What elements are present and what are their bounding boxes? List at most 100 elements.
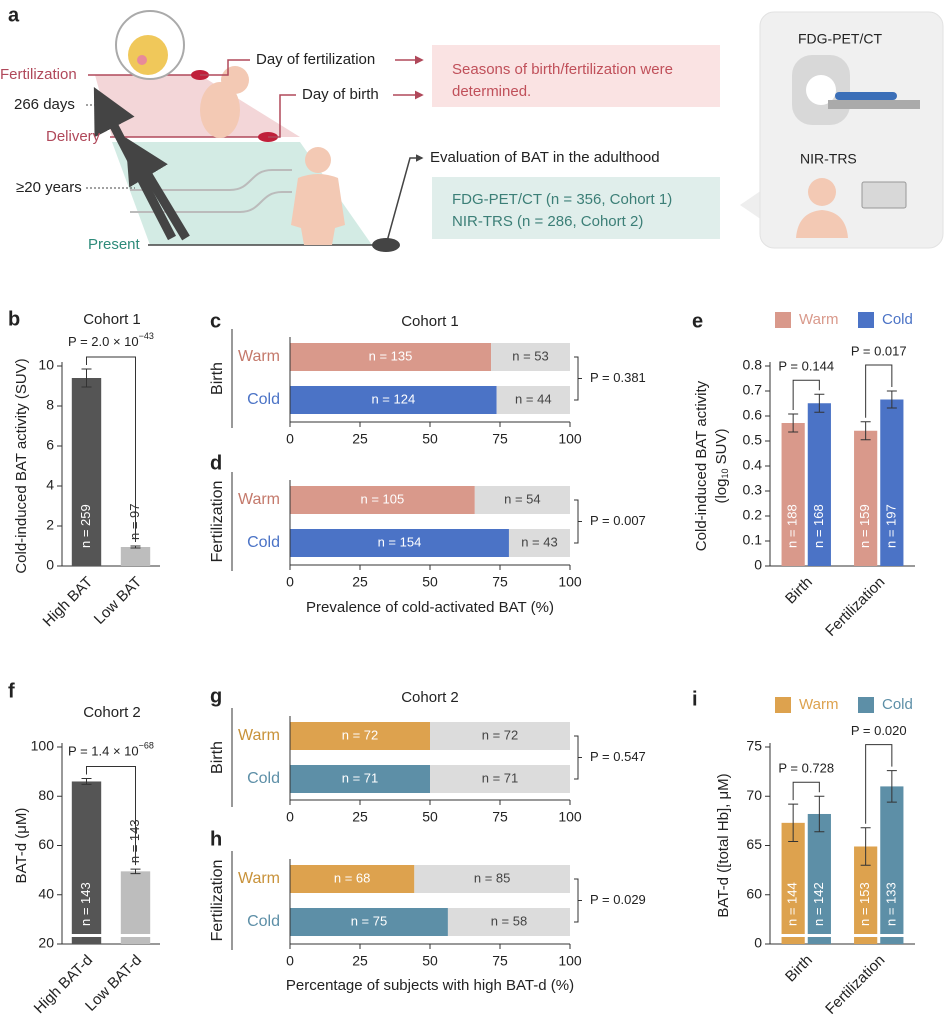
panel-letter: g	[210, 685, 222, 707]
x-tick-label: 25	[352, 953, 368, 969]
annotation-text: (log	[713, 479, 730, 504]
category-label: Warm	[238, 348, 280, 365]
y-axis-label: Cold-induced BAT activity (SUV)	[13, 358, 30, 573]
scanner-hole	[806, 75, 836, 105]
legend-swatch	[775, 312, 791, 328]
p-bracket	[574, 356, 582, 401]
group-label: Fertilization	[209, 481, 226, 563]
bar-segment	[290, 386, 497, 414]
y-tick-label: 8	[46, 397, 54, 413]
bar-segment	[474, 486, 570, 514]
axis-break	[879, 934, 905, 937]
bar	[71, 378, 102, 566]
x-tick-label: Low BAT	[91, 574, 145, 628]
y-tick-label: 60	[746, 885, 762, 901]
p-label: P = 0.547	[590, 749, 646, 764]
x-tick-label: 100	[558, 574, 582, 590]
chart-title: Cohort 2	[83, 704, 141, 721]
bar	[807, 403, 831, 566]
method-label: NIR-TRS	[800, 151, 857, 167]
category-label: Cold	[247, 770, 280, 787]
p-bracket	[865, 364, 893, 418]
p-label: P = 0.728	[778, 761, 834, 776]
n-label: n = 153	[857, 882, 872, 926]
label: Present	[88, 236, 141, 253]
x-tick-label: 50	[422, 431, 438, 447]
n-label: n = 44	[515, 391, 552, 406]
error-bar	[860, 421, 871, 441]
bar-segment	[290, 865, 415, 893]
bar-segment	[491, 343, 570, 371]
n-label: n = 71	[482, 770, 519, 785]
n-label: n = 85	[474, 870, 511, 885]
category-label: Cold	[247, 534, 280, 551]
box-text: Seasons of birth/fertilization were	[452, 61, 673, 78]
bar	[807, 813, 831, 944]
axis-break	[806, 934, 832, 937]
bar	[120, 547, 151, 566]
y-axis-label: Cold-induced BAT activity	[693, 380, 710, 551]
legend-swatch	[858, 697, 874, 713]
n-label: n = 144	[785, 882, 800, 926]
annotation-text: P = 1.4 × 10	[68, 744, 139, 759]
panel-letter: f	[8, 680, 15, 702]
y-tick-label: 2	[46, 517, 54, 533]
y-tick-label: 0.4	[743, 457, 763, 473]
bar-segment	[290, 529, 509, 557]
n-label: n = 133	[883, 882, 898, 926]
label: ≥20 years	[16, 179, 82, 196]
n-label: n = 142	[811, 882, 826, 926]
y-tick-label: 0	[754, 557, 762, 573]
label: Day of birth	[302, 86, 379, 103]
y-tick-label: 0.2	[743, 507, 763, 523]
box-text: FDG-PET/CT (n = 356, Cohort 1)	[452, 191, 672, 208]
panel-a: a Fertilization 266 days Delivery ≥20 ye…	[0, 4, 944, 253]
connector	[200, 59, 250, 76]
n-label: n = 68	[334, 870, 371, 885]
bar-segment	[496, 386, 570, 414]
y-tick-label: 0.5	[743, 432, 763, 448]
bar-segment	[290, 765, 430, 793]
p-label: P = 0.029	[590, 892, 646, 907]
n-label: n = 58	[491, 913, 528, 928]
p-label: P = 0.007	[590, 513, 646, 528]
y-tick-label: 10	[38, 357, 54, 373]
n-label: n = 53	[512, 348, 549, 363]
n-label: n = 168	[811, 504, 826, 548]
bar	[71, 781, 102, 944]
x-tick-label: Fertilization	[822, 952, 888, 1018]
n-label: n = 75	[351, 913, 388, 928]
p-label: P = 0.381	[590, 370, 646, 385]
arrow	[385, 154, 424, 246]
axis-break	[119, 934, 152, 937]
y-tick-label: 100	[31, 738, 55, 754]
x-tick-label: Birth	[782, 952, 816, 986]
p-label: P = 0.017	[851, 343, 907, 358]
bar	[120, 871, 151, 944]
label: 266 days	[14, 96, 75, 113]
baby	[200, 82, 240, 138]
bar-segment	[290, 908, 448, 936]
y-tick-label: 0.3	[743, 482, 763, 498]
y-tick-label: 6	[46, 437, 54, 453]
panel-letter: i	[692, 688, 698, 710]
x-tick-label: 75	[492, 431, 508, 447]
error-bar	[81, 778, 92, 785]
n-label: n = 259	[78, 504, 93, 548]
x-tick-label: 0	[286, 431, 294, 447]
panel-letter: a	[8, 4, 20, 26]
n-label: n = 143	[127, 819, 142, 863]
y-axis-label: BAT-d (μM)	[13, 808, 30, 884]
chart-title: Cohort 1	[83, 311, 141, 328]
category-label: Warm	[238, 491, 280, 508]
x-axis-label: Prevalence of cold-activated BAT (%)	[306, 599, 554, 616]
bar-segment	[414, 865, 570, 893]
error-bar	[886, 390, 897, 409]
legend-swatch	[858, 312, 874, 328]
n-label: n = 54	[504, 491, 541, 506]
category-label: Warm	[238, 870, 280, 887]
bar-segment	[447, 908, 570, 936]
x-tick-label: 100	[558, 809, 582, 825]
annotation: (log10 SUV)	[713, 428, 730, 503]
n-label: n = 71	[342, 770, 379, 785]
